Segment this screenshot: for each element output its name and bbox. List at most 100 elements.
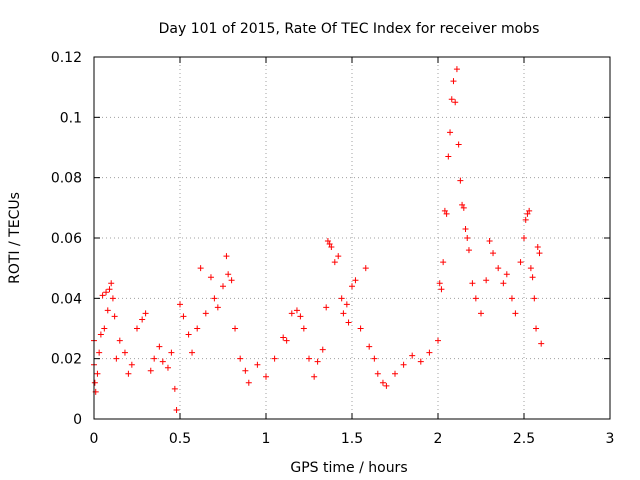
data-point — [185, 331, 192, 338]
data-point — [457, 177, 464, 184]
data-point — [435, 337, 441, 344]
data-point — [534, 244, 541, 251]
data-point — [323, 304, 330, 311]
data-point — [531, 295, 538, 302]
data-point — [503, 271, 510, 278]
data-point — [242, 367, 249, 374]
data-point — [263, 373, 269, 380]
data-point — [177, 301, 183, 308]
data-point — [524, 210, 531, 217]
axis-ticks: 0 0.5 1 1.5 2 2.5 3 0 0.02 0.04 0.06 0.08 0.1 0.12 — [51, 50, 615, 447]
data-point — [91, 379, 98, 386]
chart-title: Day 101 of 2015, Rate Of TEC Index for r… — [159, 21, 540, 37]
data-point — [171, 385, 178, 392]
data-point — [101, 325, 108, 332]
data-point — [151, 355, 158, 362]
data-point — [228, 277, 235, 284]
y-tick-label: 0.1 — [60, 110, 82, 126]
data-point — [500, 280, 507, 287]
data-point — [448, 96, 455, 103]
x-tick-label: 0 — [90, 431, 99, 447]
data-point — [436, 280, 443, 287]
data-point — [460, 204, 467, 211]
data-point — [352, 277, 359, 284]
data-point — [121, 349, 128, 356]
y-tick-label: 0.12 — [51, 50, 82, 66]
data-point — [159, 358, 166, 365]
data-point — [459, 201, 466, 208]
data-point — [214, 304, 221, 311]
data-point — [288, 310, 295, 317]
data-point — [237, 355, 244, 362]
data-point — [180, 313, 187, 320]
data-point — [338, 295, 345, 302]
data-point — [464, 235, 471, 241]
data-point — [486, 238, 493, 245]
x-tick-label: 1.5 — [341, 431, 363, 447]
grid — [94, 57, 610, 419]
data-point — [109, 295, 116, 302]
data-point — [335, 253, 342, 260]
x-tick-label: 3 — [606, 431, 615, 447]
data-point — [383, 382, 390, 389]
y-axis-label: ROTI / TECUs — [7, 192, 23, 284]
y-tick-label: 0.06 — [51, 231, 82, 247]
data-point — [443, 210, 450, 217]
data-point — [189, 349, 196, 356]
data-point — [128, 361, 135, 368]
data-point — [168, 349, 175, 356]
data-point — [173, 406, 180, 413]
data-point — [533, 325, 540, 332]
data-point — [455, 141, 462, 148]
data-point — [465, 247, 472, 254]
data-point — [134, 325, 140, 332]
data-point — [371, 355, 378, 362]
data-point — [374, 370, 381, 377]
data-point — [538, 340, 545, 347]
x-tick-label: 2 — [434, 431, 443, 447]
data-point — [207, 274, 214, 281]
y-tick-label: 0.02 — [51, 352, 82, 368]
data-point — [357, 325, 364, 332]
data-point — [392, 370, 398, 377]
data-point — [326, 241, 333, 248]
data-point — [106, 286, 113, 293]
data-point — [202, 310, 209, 317]
data-point — [116, 337, 123, 344]
x-tick-label: 1 — [262, 431, 271, 447]
data-point — [225, 271, 232, 278]
data-point — [319, 346, 326, 353]
data-point — [142, 310, 149, 317]
data-point — [254, 361, 261, 368]
data-point — [527, 265, 534, 272]
data-point — [211, 295, 218, 302]
data-point — [495, 265, 502, 272]
data-point — [99, 292, 106, 299]
data-point — [349, 283, 355, 290]
data-point — [293, 307, 300, 314]
data-point — [462, 225, 469, 232]
data-point — [417, 358, 424, 365]
data-point — [139, 316, 146, 323]
data-point — [147, 367, 154, 374]
data-point — [512, 310, 519, 317]
data-point — [440, 259, 447, 266]
data-point — [220, 283, 226, 290]
data-point — [522, 216, 529, 223]
data-point — [103, 289, 110, 296]
data-point — [508, 295, 515, 302]
data-point — [453, 66, 460, 73]
data-point — [328, 244, 335, 251]
data-point — [343, 301, 350, 308]
y-tick-label: 0.08 — [51, 171, 82, 187]
data-point — [426, 349, 433, 356]
data-point — [271, 355, 278, 362]
data-point — [340, 310, 347, 317]
data-point — [164, 364, 171, 371]
data-point — [97, 331, 104, 338]
data-point — [445, 153, 452, 160]
data-point — [297, 313, 304, 320]
data-point — [366, 343, 373, 350]
data-point — [194, 325, 201, 332]
data-point — [324, 238, 331, 245]
